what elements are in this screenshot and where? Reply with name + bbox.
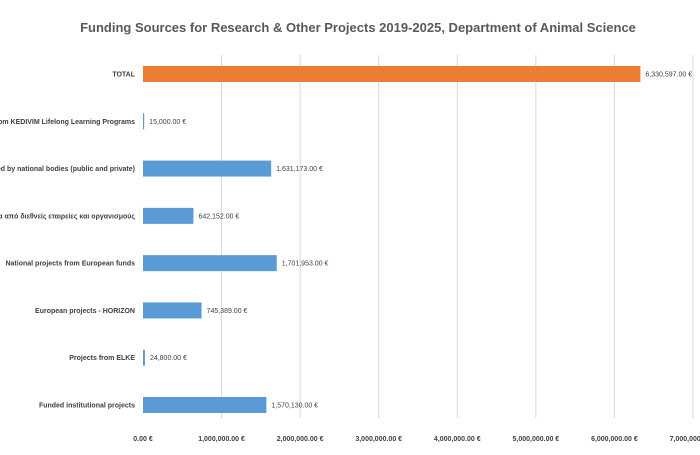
value-label: 642,152.00 € (198, 213, 239, 220)
value-label: 745,389.00 € (207, 308, 248, 315)
value-label: 15,000.00 € (149, 119, 186, 126)
category-label: Funded institutional projects (39, 403, 135, 410)
x-tick-label: 2,000,000.00 € (277, 436, 324, 443)
bar (143, 160, 272, 177)
category-label: TOTAL (112, 72, 135, 79)
bar (143, 113, 145, 130)
x-tick-label: 7,000,000.00 € (670, 436, 700, 443)
category-label: Projects from ELKE (69, 355, 135, 362)
value-label: 1,570,130.00 € (271, 403, 318, 410)
value-label: 1,631,173.00 € (276, 166, 323, 173)
category-label: National projects from European funds (5, 261, 135, 268)
bar (143, 397, 267, 413)
bar (143, 66, 641, 82)
value-label: 6,330,597.00 € (645, 72, 692, 79)
category-label: Projects funded by national bodies (publ… (0, 166, 135, 173)
bar (143, 302, 202, 319)
bar (143, 207, 194, 224)
x-axis-tick-labels: 0.00 € 1,000,000.00 € 2,000,000.00 € 3,000,… (133, 436, 700, 443)
gridlines (221, 55, 694, 418)
category-labels: TOTAL Projects from KEDIVIM Lifelong Lear… (0, 72, 136, 410)
bar (143, 255, 277, 272)
category-label: Projects from KEDIVIM Lifelong Learning … (0, 119, 135, 126)
x-tick-label: 1,000,000.00 € (198, 436, 245, 443)
x-tick-label: 4,000,000.00 € (434, 436, 481, 443)
x-tick-label: 6,000,000.00 € (591, 436, 638, 443)
x-tick-label: 3,000,000.00 € (355, 436, 402, 443)
category-label: European projects - HORIZON (35, 308, 135, 315)
category-label: Έργα από διεθνείς εταιρείες και οργανισμ… (0, 213, 135, 220)
value-label: 1,701,953.00 € (282, 261, 329, 268)
bars (143, 66, 641, 413)
bar (143, 349, 145, 366)
value-label: 24,800.00 € (150, 355, 187, 362)
chart-title: Funding Sources for Research & Other Pro… (80, 20, 636, 35)
value-labels: 6,330,597.00 € 15,000.00 € 1,631,173.00 € 6… (149, 72, 692, 410)
x-tick-label: 0.00 € (133, 436, 153, 443)
x-tick-label: 5,000,000.00 € (512, 436, 559, 443)
